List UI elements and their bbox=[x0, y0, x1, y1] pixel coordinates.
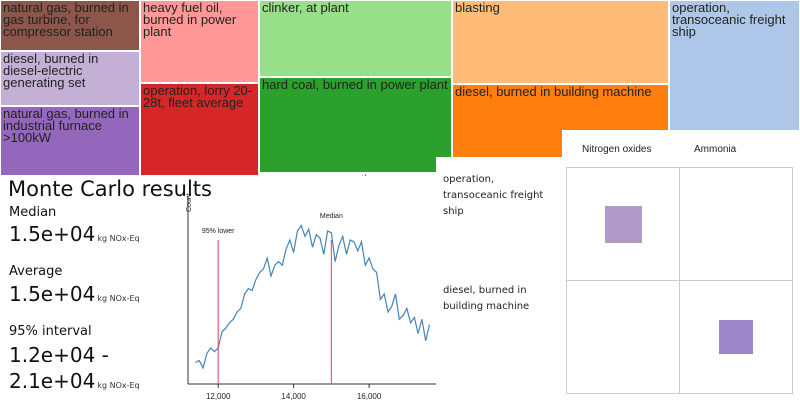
matrix-cell-value bbox=[718, 319, 754, 355]
distribution-line bbox=[195, 224, 431, 370]
matrix-cell-value bbox=[604, 205, 642, 243]
average-value-number: 1.5e+04 bbox=[9, 282, 96, 306]
treemap-tile-blasting[interactable]: blasting bbox=[452, 0, 669, 84]
treemap-tile-gas-turbine[interactable]: natural gas, burned in gas turbine, for … bbox=[0, 0, 140, 51]
monte-carlo-title: Monte Carlo results bbox=[8, 177, 212, 201]
treemap-tile-heavy-fuel-oil[interactable]: heavy fuel oil, burned in power plant bbox=[140, 0, 259, 83]
interval-label: 95% interval bbox=[9, 324, 92, 339]
column-header-nitrogen-oxides: Nitrogen oxides bbox=[582, 144, 652, 155]
median-marker-label: Median bbox=[320, 213, 343, 220]
y-axis-label: Count bbox=[186, 193, 193, 212]
median-value-number: 1.5e+04 bbox=[9, 222, 96, 246]
interval-unit: kg NOx-Eq bbox=[97, 381, 140, 390]
treemap-tile-gas-industrial-furnace[interactable]: natural gas, burned in industrial furnac… bbox=[0, 106, 140, 176]
x-tick-label: 14,000 bbox=[281, 392, 306, 400]
distribution-chart: Count 12,000 14,000 16,000 95% lower Median bbox=[186, 193, 437, 400]
interval-high-number: 2.1e+04 bbox=[9, 369, 96, 393]
column-header-ammonia: Ammonia bbox=[694, 144, 737, 155]
median-label: Median bbox=[9, 205, 57, 220]
average-label: Average bbox=[9, 264, 63, 279]
lower-bound-label: 95% lower bbox=[202, 228, 235, 235]
row-label-diesel-building-machine: diesel, burned in building machine bbox=[443, 285, 530, 312]
median-unit: kg NOx-Eq bbox=[97, 234, 140, 243]
interval-low-value: 1.2e+04 - bbox=[9, 343, 109, 367]
monte-carlo-panel: Monte Carlo results Median 1.5e+04 kg NOx… bbox=[0, 176, 440, 400]
matrix-cell[interactable] bbox=[679, 167, 793, 281]
x-tick-label: 16,000 bbox=[357, 392, 382, 400]
average-unit: kg NOx-Eq bbox=[97, 294, 140, 303]
treemap-tile-lorry-operation[interactable]: operation, lorry 20-28t, fleet average bbox=[140, 83, 259, 176]
contribution-matrix: Nitrogen oxides Ammonia operation, trans… bbox=[436, 130, 800, 400]
interval-high-value: 2.1e+04 kg NOx-Eq bbox=[9, 369, 140, 393]
matrix-cell[interactable] bbox=[566, 280, 680, 394]
x-tick-label: 12,000 bbox=[206, 392, 231, 400]
median-value: 1.5e+04 kg NOx-Eq bbox=[9, 222, 140, 246]
row-label-transoceanic-ship: operation, transoceanic freight ship bbox=[443, 174, 544, 217]
treemap-tile-hard-coal[interactable]: hard coal, burned in power plant bbox=[259, 77, 452, 176]
treemap-tile-clinker[interactable]: clinker, at plant bbox=[259, 0, 452, 77]
matrix-header: Nitrogen oxides Ammonia bbox=[562, 130, 800, 157]
treemap-tile-diesel-generating-set[interactable]: diesel, burned in diesel-electric genera… bbox=[0, 51, 140, 106]
average-value: 1.5e+04 kg NOx-Eq bbox=[9, 282, 140, 306]
